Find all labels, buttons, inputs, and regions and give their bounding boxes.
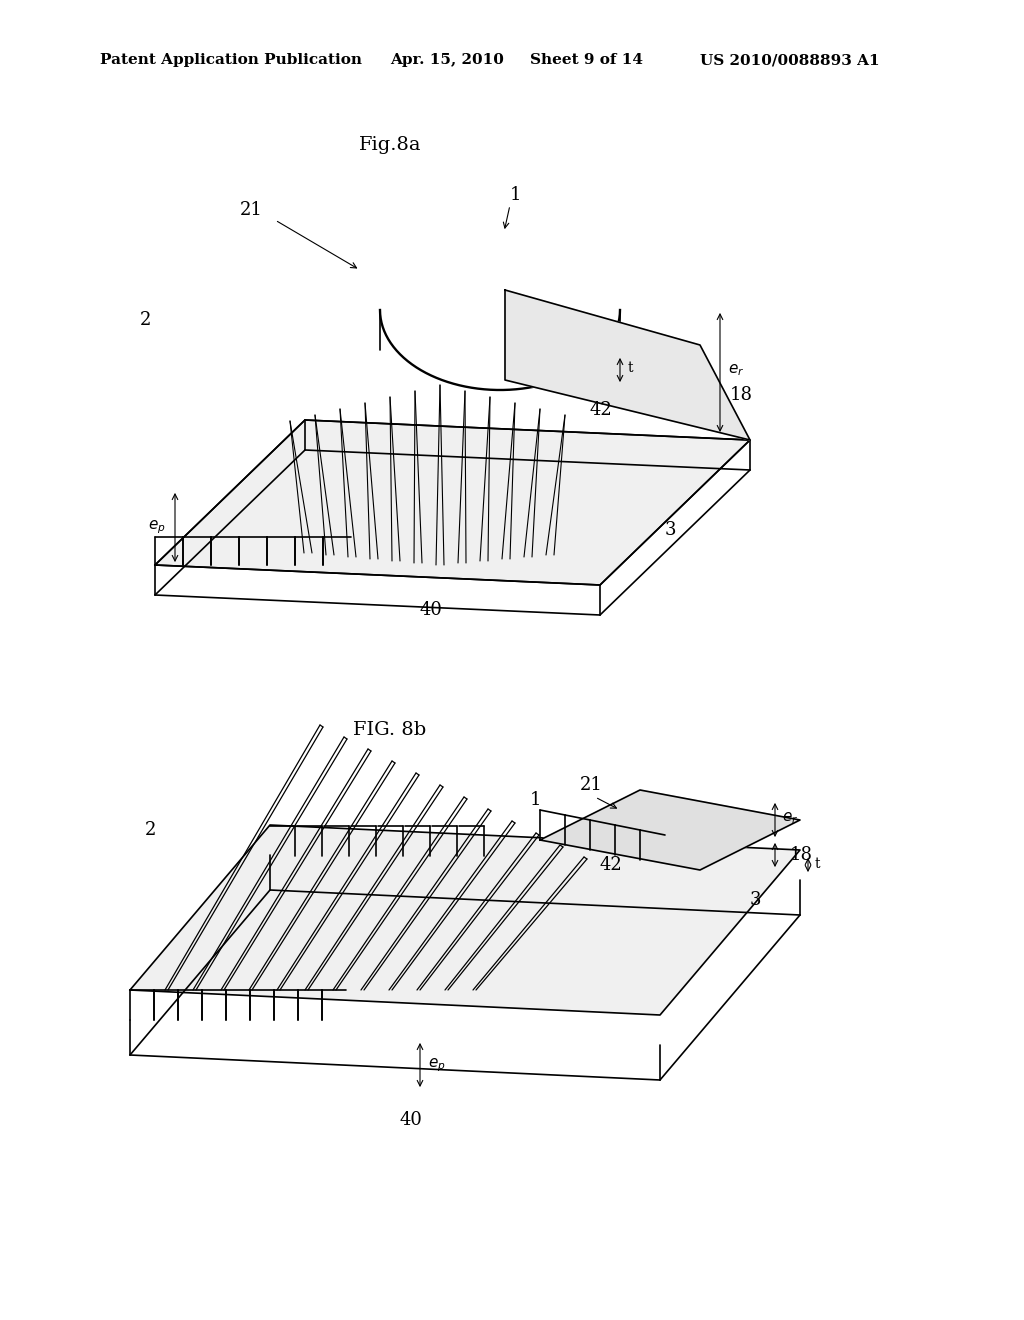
Text: $e_p$: $e_p$ [148,519,166,536]
Text: Apr. 15, 2010: Apr. 15, 2010 [390,53,504,67]
Polygon shape [130,825,800,1015]
Text: 2: 2 [145,821,157,840]
Text: t: t [815,857,820,871]
Text: $e_r$: $e_r$ [728,362,744,378]
Text: 1: 1 [510,186,521,205]
Text: 21: 21 [580,776,603,795]
Text: 1: 1 [530,791,542,809]
Text: $e_p$: $e_p$ [428,1056,445,1073]
Text: 42: 42 [600,855,623,874]
Text: FIG. 8b: FIG. 8b [353,721,427,739]
Text: 3: 3 [665,521,677,539]
Text: Sheet 9 of 14: Sheet 9 of 14 [530,53,643,67]
Polygon shape [540,789,800,870]
Text: Fig.8a: Fig.8a [358,136,421,154]
Polygon shape [155,420,750,585]
Polygon shape [505,290,750,440]
Text: 18: 18 [790,846,813,865]
Text: 18: 18 [730,385,753,404]
Text: US 2010/0088893 A1: US 2010/0088893 A1 [700,53,880,67]
Text: 40: 40 [400,1111,423,1129]
Text: 2: 2 [140,312,152,329]
Text: t: t [628,360,634,375]
Text: 3: 3 [750,891,762,909]
Text: 40: 40 [420,601,442,619]
Text: 21: 21 [240,201,263,219]
Text: 42: 42 [590,401,612,418]
Text: Patent Application Publication: Patent Application Publication [100,53,362,67]
Text: $e_r$: $e_r$ [782,810,799,826]
